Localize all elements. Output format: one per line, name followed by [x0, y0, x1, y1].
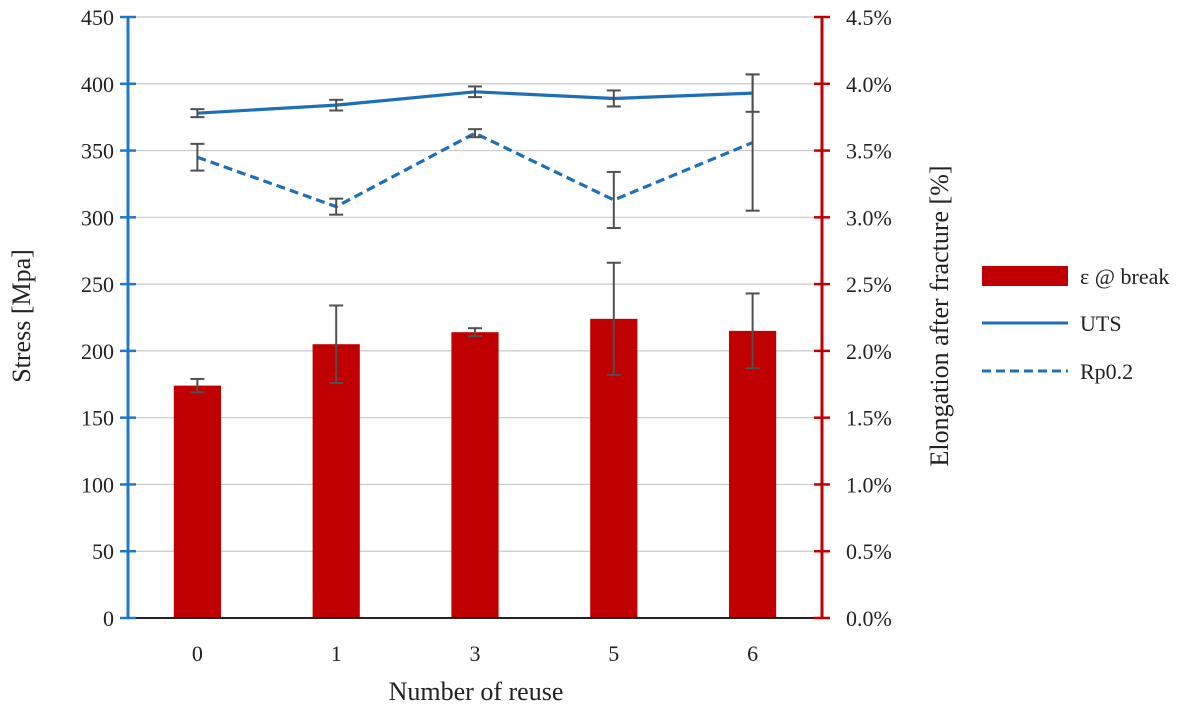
legend-label-bar: ε @ break [1080, 264, 1169, 289]
axes [120, 15, 830, 620]
y-right-tick-label: 4.0% [846, 72, 892, 97]
legend: ε @ break UTS Rp0.2 [982, 264, 1169, 384]
tick-labels: 0501001502002503003504004500.0%0.5%1.0%1… [81, 5, 892, 666]
y-right-tick-label: 0.0% [846, 606, 892, 631]
bar-elongation [173, 385, 221, 618]
y-axis-left-title: Stress [Mpa] [7, 249, 36, 383]
error-bars [190, 73, 760, 394]
y-left-tick-label: 0 [103, 606, 114, 631]
y-right-tick-label: 4.5% [846, 5, 892, 30]
y-left-tick-label: 100 [81, 472, 114, 497]
x-tick-label: 5 [608, 641, 619, 666]
y-left-tick-label: 200 [81, 339, 114, 364]
y-right-tick-label: 3.5% [846, 139, 892, 164]
bar-series [173, 318, 777, 618]
y-right-tick-label: 1.5% [846, 406, 892, 431]
gridlines [128, 16, 822, 552]
x-tick-label: 6 [747, 641, 758, 666]
line-rp02 [196, 131, 754, 209]
y-axis-right-title: Elongation after fracture [%] [925, 165, 954, 466]
x-axis-title: Number of reuse [389, 677, 564, 706]
x-tick-label: 3 [470, 641, 481, 666]
bar-elongation [729, 330, 777, 618]
y-left-tick-label: 50 [92, 539, 114, 564]
x-tick-label: 0 [192, 641, 203, 666]
y-left-tick-label: 150 [81, 406, 114, 431]
legend-label-uts: UTS [1080, 311, 1122, 336]
y-left-tick-label: 450 [81, 5, 114, 30]
y-right-tick-label: 2.0% [846, 339, 892, 364]
y-right-tick-label: 2.5% [846, 272, 892, 297]
y-left-tick-label: 300 [81, 205, 114, 230]
y-right-tick-label: 1.0% [846, 472, 892, 497]
line-series [196, 90, 754, 209]
y-right-tick-label: 0.5% [846, 539, 892, 564]
bar-elongation [451, 332, 499, 618]
x-tick-label: 1 [331, 641, 342, 666]
y-right-tick-label: 3.0% [846, 205, 892, 230]
y-left-tick-label: 250 [81, 272, 114, 297]
bar-elongation [312, 344, 360, 618]
y-left-tick-label: 350 [81, 139, 114, 164]
y-left-tick-label: 400 [81, 72, 114, 97]
legend-label-rp02: Rp0.2 [1080, 359, 1133, 384]
legend-swatch-bar [982, 266, 1068, 286]
